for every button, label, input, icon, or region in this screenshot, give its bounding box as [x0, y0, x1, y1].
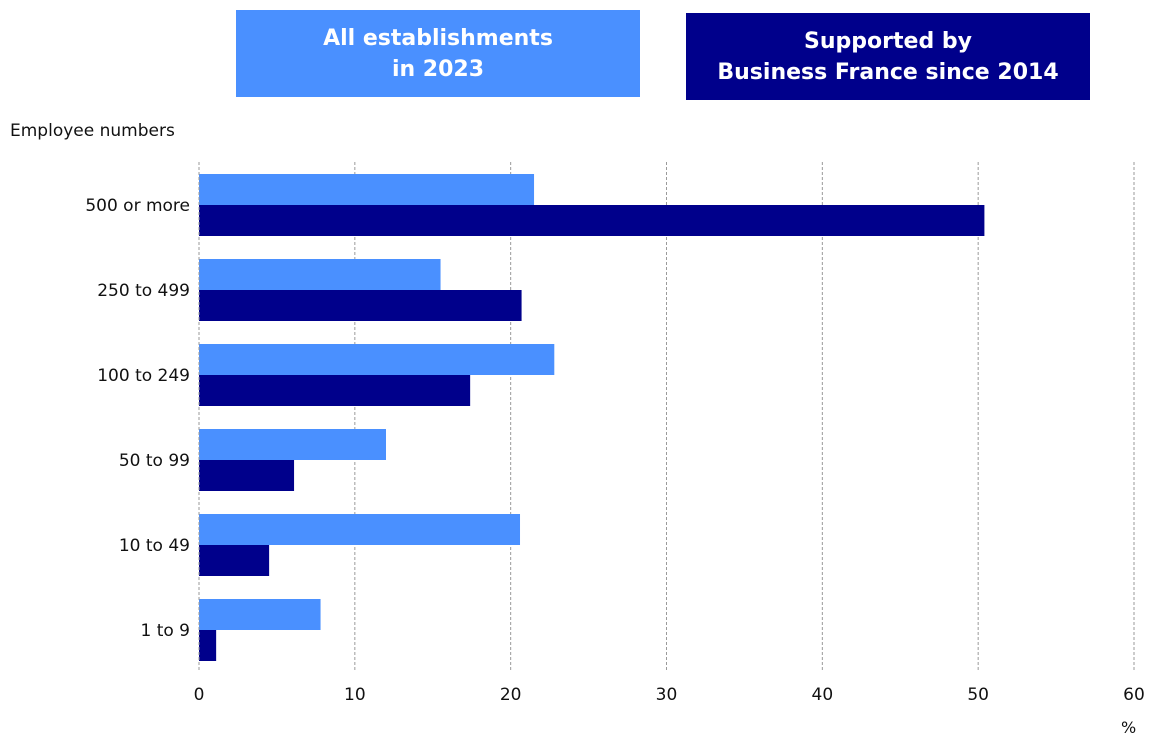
x-tick-label: 0 — [194, 685, 205, 705]
bar-all — [199, 259, 441, 290]
x-tick-label: 60 — [1123, 685, 1145, 705]
bar-bf — [199, 375, 471, 406]
x-tick-label: 50 — [967, 685, 989, 705]
legend-all-establishments: All establishments in 2023 — [236, 10, 640, 97]
bar-bf — [199, 460, 295, 491]
legend-bf-line2: Business France since 2014 — [717, 59, 1059, 85]
y-axis-title: Employee numbers — [10, 121, 175, 141]
category-label: 10 to 49 — [119, 536, 190, 556]
legend-business-france: Supported by Business France since 2014 — [686, 13, 1090, 100]
bar-all — [199, 514, 521, 545]
bar-all — [199, 174, 535, 205]
x-tick-label: 20 — [500, 685, 522, 705]
bar-all — [199, 344, 555, 375]
category-label: 1 to 9 — [140, 621, 190, 641]
legend-all-line1: All establishments — [323, 25, 553, 51]
legend-bf-line1: Supported by — [804, 28, 972, 54]
legend-all-line2: in 2023 — [391, 56, 485, 82]
category-label: 500 or more — [85, 196, 190, 216]
bar-bf — [199, 290, 522, 321]
bar-all — [199, 599, 321, 630]
x-tick-label: 30 — [656, 685, 678, 705]
category-label: 50 to 99 — [119, 451, 190, 471]
category-label: 250 to 499 — [97, 281, 190, 301]
bar-bf — [199, 630, 217, 661]
x-tick-label: 40 — [812, 685, 834, 705]
bar-bf — [199, 205, 985, 236]
x-axis-unit: % — [1121, 718, 1137, 737]
bar-all — [199, 429, 386, 460]
category-label: 100 to 249 — [97, 366, 190, 386]
x-tick-label: 10 — [344, 685, 366, 705]
bar-bf — [199, 545, 270, 576]
